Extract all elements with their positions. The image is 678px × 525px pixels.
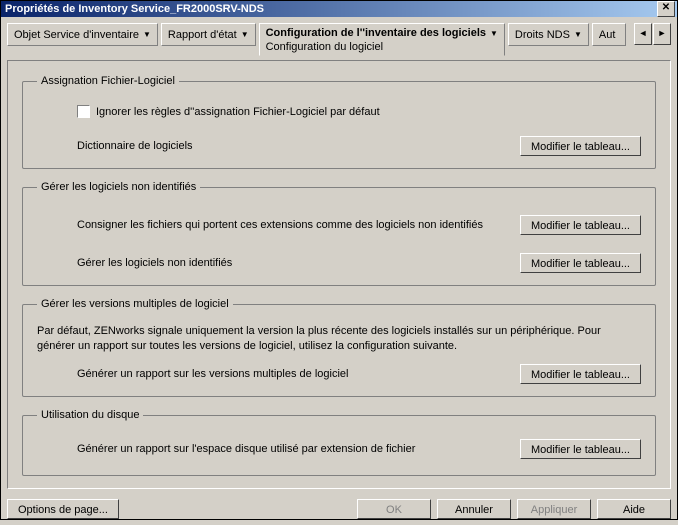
page-options-button[interactable]: Options de page... [7, 499, 119, 519]
ok-button[interactable]: OK [357, 499, 431, 519]
tab-nds-rights[interactable]: Droits NDS ▼ [508, 23, 589, 46]
window-title: Propriétés de Inventory Service_FR2000SR… [5, 3, 657, 15]
properties-window: Propriétés de Inventory Service_FR2000SR… [0, 0, 678, 520]
cancel-button[interactable]: Annuler [437, 499, 511, 519]
ignore-default-rules-checkbox[interactable] [77, 105, 90, 118]
titlebar: Propriétés de Inventory Service_FR2000SR… [1, 1, 677, 17]
modify-table-button[interactable]: Modifier le tableau... [520, 364, 641, 384]
tab-other-truncated[interactable]: Aut [592, 23, 626, 46]
tab-label: Rapport d'état [168, 29, 237, 41]
chevron-down-icon: ▼ [143, 30, 151, 39]
tab-label: Aut [599, 29, 616, 41]
modify-table-button[interactable]: Modifier le tableau... [520, 136, 641, 156]
bottom-bar: Options de page... OK Annuler Appliquer … [1, 493, 677, 525]
main-panel: Assignation Fichier-Logiciel Ignorer les… [7, 60, 671, 489]
tab-inventory-object[interactable]: Objet Service d'inventaire ▼ [7, 23, 158, 46]
manage-unidentified-label: Gérer les logiciels non identifiés [77, 257, 520, 269]
modify-table-button[interactable]: Modifier le tableau... [520, 215, 641, 235]
record-extensions-label: Consigner les fichiers qui portent ces e… [77, 219, 520, 231]
group-legend: Utilisation du disque [37, 409, 143, 421]
group-manage-unidentified-software: Gérer les logiciels non identifiés Consi… [22, 181, 656, 286]
tabs-row: Objet Service d'inventaire ▼ Rapport d'é… [7, 23, 671, 56]
tab-label: Objet Service d'inventaire [14, 29, 139, 41]
multiple-versions-description: Par défaut, ZENworks signale uniquement … [37, 324, 641, 354]
dictionary-label: Dictionnaire de logiciels [77, 140, 520, 152]
group-legend: Gérer les versions multiples de logiciel [37, 298, 233, 310]
group-disk-usage: Utilisation du disque Générer un rapport… [22, 409, 656, 476]
checkbox-label: Ignorer les règles d''assignation Fichie… [96, 106, 380, 118]
generate-report-label: Générer un rapport sur les versions mult… [77, 368, 520, 380]
modify-table-button[interactable]: Modifier le tableau... [520, 253, 641, 273]
chevron-down-icon: ▼ [490, 29, 498, 38]
help-button[interactable]: Aide [597, 499, 671, 519]
modify-table-button[interactable]: Modifier le tableau... [520, 439, 641, 459]
group-file-software-assignment: Assignation Fichier-Logiciel Ignorer les… [22, 75, 656, 169]
apply-button[interactable]: Appliquer [517, 499, 591, 519]
tab-label: Configuration de l''inventaire des logic… [266, 27, 486, 39]
tab-software-inventory-config[interactable]: Configuration de l''inventaire des logic… [259, 23, 505, 56]
tab-label: Droits NDS [515, 29, 570, 41]
tab-status-report[interactable]: Rapport d'état ▼ [161, 23, 256, 46]
chevron-down-icon: ▼ [241, 30, 249, 39]
disk-report-label: Générer un rapport sur l'espace disque u… [77, 443, 520, 455]
group-legend: Gérer les logiciels non identifiés [37, 181, 200, 193]
tab-sublabel: Configuration du logiciel [266, 39, 498, 55]
scroll-left-icon[interactable]: ◄ [634, 23, 652, 45]
chevron-down-icon: ▼ [574, 30, 582, 39]
group-multiple-versions: Gérer les versions multiples de logiciel… [22, 298, 656, 397]
close-icon[interactable]: ✕ [657, 1, 675, 17]
group-legend: Assignation Fichier-Logiciel [37, 75, 179, 87]
content-area: Objet Service d'inventaire ▼ Rapport d'é… [1, 17, 677, 493]
tab-scroll-buttons: ◄ ► [633, 23, 671, 45]
scroll-right-icon[interactable]: ► [653, 23, 671, 45]
